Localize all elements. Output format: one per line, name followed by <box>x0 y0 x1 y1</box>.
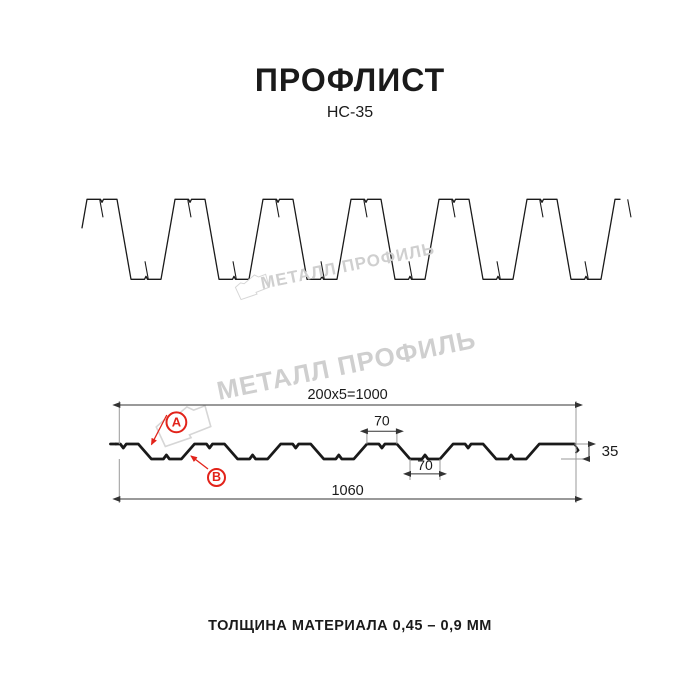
svg-text:70: 70 <box>374 413 390 429</box>
svg-text:35: 35 <box>602 443 619 460</box>
svg-text:200x5=1000: 200x5=1000 <box>307 387 387 403</box>
svg-text:A: A <box>172 414 182 429</box>
svg-text:B: B <box>212 470 221 484</box>
svg-text:1060: 1060 <box>331 483 363 499</box>
svg-text:70: 70 <box>417 457 433 473</box>
